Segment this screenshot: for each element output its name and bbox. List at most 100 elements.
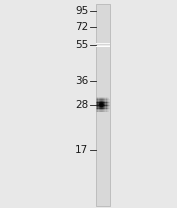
Bar bbox=[104, 110, 105, 111]
Bar bbox=[103, 105, 104, 106]
Text: 17: 17 bbox=[75, 145, 88, 155]
Bar bbox=[99, 108, 100, 109]
Bar bbox=[105, 108, 106, 109]
Bar bbox=[98, 101, 99, 102]
Bar bbox=[106, 107, 107, 108]
Bar bbox=[105, 107, 106, 108]
Bar bbox=[99, 100, 100, 101]
Bar bbox=[103, 106, 104, 107]
Bar bbox=[102, 110, 103, 111]
Bar bbox=[103, 103, 104, 104]
Text: 95: 95 bbox=[75, 6, 88, 16]
Bar bbox=[102, 106, 103, 107]
Text: 36: 36 bbox=[75, 76, 88, 86]
Bar bbox=[109, 108, 110, 109]
Bar bbox=[98, 105, 99, 106]
Bar bbox=[99, 108, 100, 109]
Bar bbox=[106, 108, 107, 109]
Bar bbox=[106, 108, 107, 109]
Bar bbox=[106, 111, 107, 112]
Bar bbox=[109, 100, 110, 101]
Bar bbox=[108, 99, 109, 100]
Bar bbox=[99, 105, 100, 106]
Bar bbox=[106, 104, 107, 105]
Bar bbox=[97, 109, 98, 110]
Bar bbox=[100, 107, 101, 108]
Bar bbox=[106, 109, 107, 110]
Bar bbox=[97, 108, 98, 109]
Bar bbox=[106, 100, 107, 101]
Bar bbox=[109, 105, 110, 106]
Bar bbox=[102, 98, 103, 99]
Bar bbox=[108, 109, 109, 110]
Bar bbox=[96, 108, 97, 109]
Bar bbox=[97, 103, 98, 104]
Bar bbox=[108, 101, 109, 102]
Bar bbox=[97, 100, 98, 101]
Bar bbox=[96, 43, 110, 44]
Bar bbox=[106, 107, 107, 108]
Bar bbox=[105, 103, 106, 104]
Bar bbox=[109, 107, 110, 108]
Bar bbox=[108, 97, 109, 98]
Bar bbox=[99, 103, 100, 104]
Bar bbox=[107, 105, 108, 106]
Bar bbox=[102, 105, 103, 106]
Bar bbox=[106, 106, 107, 107]
Bar bbox=[102, 99, 103, 100]
Bar bbox=[96, 104, 97, 105]
Bar bbox=[101, 101, 102, 102]
Bar bbox=[103, 98, 104, 99]
Bar bbox=[99, 99, 100, 100]
Bar bbox=[109, 99, 110, 100]
Text: 55: 55 bbox=[75, 40, 88, 50]
Bar bbox=[104, 101, 105, 102]
Bar bbox=[99, 111, 100, 112]
Bar bbox=[109, 106, 110, 107]
Bar bbox=[96, 46, 110, 47]
Bar bbox=[99, 106, 100, 107]
Bar bbox=[106, 99, 107, 100]
Bar bbox=[104, 102, 105, 103]
Bar bbox=[104, 108, 105, 109]
Bar bbox=[107, 103, 108, 104]
Bar bbox=[108, 106, 109, 107]
Bar bbox=[109, 110, 110, 111]
Bar bbox=[103, 100, 104, 101]
Bar bbox=[106, 101, 107, 102]
Bar bbox=[102, 100, 103, 101]
Bar bbox=[105, 101, 106, 102]
Bar bbox=[104, 107, 105, 108]
Bar bbox=[97, 107, 98, 108]
Bar bbox=[106, 98, 107, 99]
Bar bbox=[105, 104, 106, 105]
Bar bbox=[98, 101, 99, 102]
Bar bbox=[108, 100, 109, 101]
Bar bbox=[96, 109, 97, 110]
Bar bbox=[107, 97, 108, 98]
Bar bbox=[97, 99, 98, 100]
Bar bbox=[101, 100, 102, 101]
Bar bbox=[103, 111, 104, 112]
Bar bbox=[103, 99, 104, 100]
Bar bbox=[102, 107, 103, 108]
Bar bbox=[100, 102, 101, 103]
Bar bbox=[105, 100, 106, 101]
Bar bbox=[106, 99, 107, 100]
Bar bbox=[102, 102, 103, 103]
Bar bbox=[108, 108, 109, 109]
Bar bbox=[109, 103, 110, 104]
Bar bbox=[102, 106, 103, 107]
Bar bbox=[108, 105, 109, 106]
Bar bbox=[102, 101, 103, 102]
Bar bbox=[106, 98, 107, 99]
Bar bbox=[99, 108, 100, 109]
Bar bbox=[101, 105, 102, 106]
Bar bbox=[109, 104, 110, 105]
Bar bbox=[99, 107, 100, 108]
Bar bbox=[107, 107, 108, 108]
Bar bbox=[107, 111, 108, 112]
Bar bbox=[104, 97, 105, 98]
Bar bbox=[107, 109, 108, 110]
Bar bbox=[109, 102, 110, 103]
